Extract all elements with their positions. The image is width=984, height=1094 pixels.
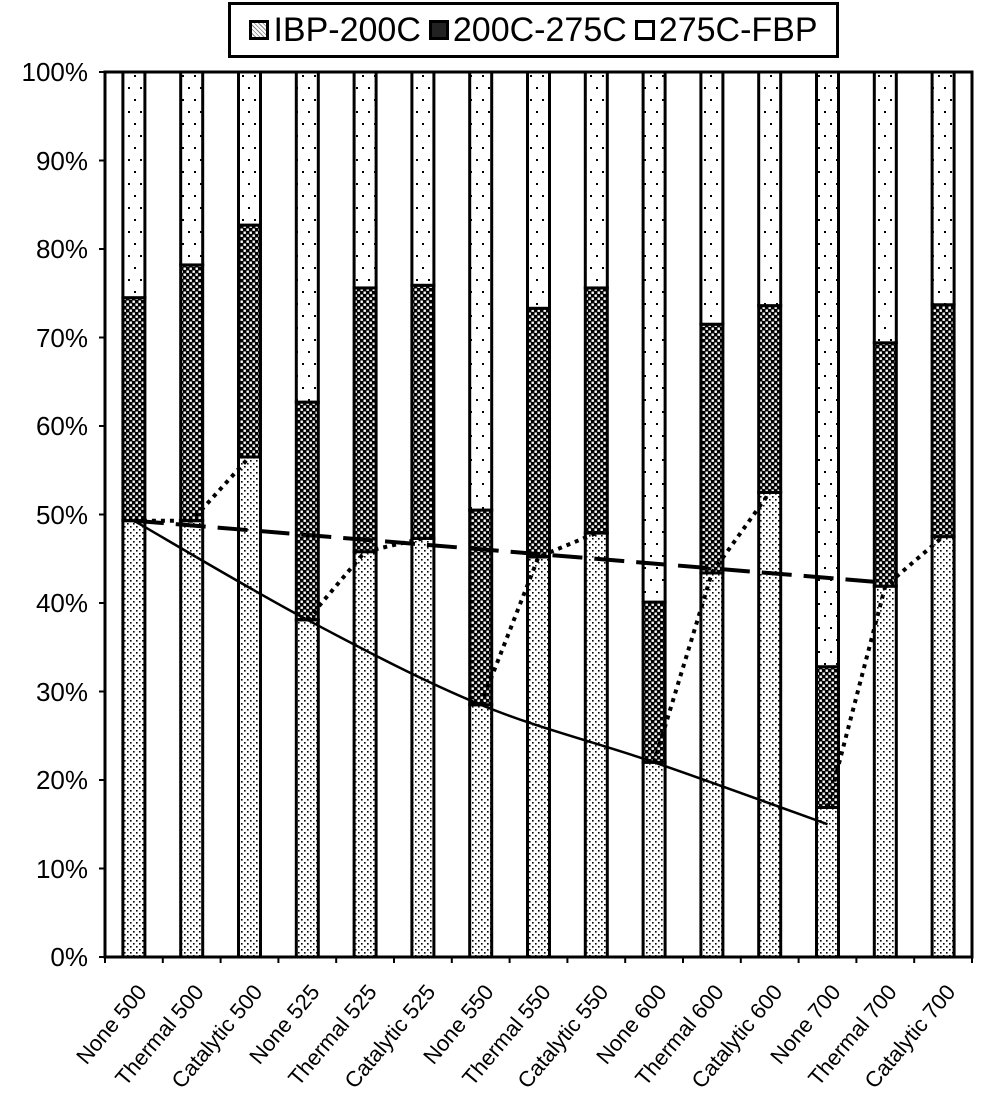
bar-segment <box>179 263 205 523</box>
bar-segment <box>641 600 667 764</box>
dotted-group-line <box>478 531 598 706</box>
axis-ticks <box>99 71 973 963</box>
y-tick-label: 10% <box>35 853 88 884</box>
bar-segment <box>294 400 320 622</box>
bar-segment <box>410 70 436 287</box>
bar-segment <box>294 70 320 404</box>
y-tick-label: 20% <box>35 765 88 795</box>
dotted-group-line <box>825 535 945 808</box>
legend-item-200c-275c: 200C-275C <box>428 10 627 50</box>
y-tick-label: 60% <box>35 411 88 441</box>
bar-segment <box>872 584 898 959</box>
bar-segment <box>468 70 494 512</box>
bar-segment <box>294 618 320 959</box>
bar-segment <box>930 303 956 539</box>
y-tick-label: 90% <box>35 145 88 176</box>
y-tick-label: 100% <box>21 57 89 87</box>
bar-segment <box>699 322 725 575</box>
bar-segment <box>872 70 898 345</box>
bar-segment <box>352 550 378 959</box>
bar-segment <box>179 70 205 267</box>
bar-segment <box>583 286 609 535</box>
y-tick-label: 0% <box>50 942 88 972</box>
swatch-light-dotted-icon <box>249 20 270 40</box>
bar-segment <box>641 760 667 959</box>
legend-label: IBP-200C <box>273 10 421 49</box>
bar-segment <box>237 223 262 459</box>
bar-segment <box>757 490 783 959</box>
bar-segment <box>815 805 840 959</box>
bar-segment <box>526 555 551 959</box>
bar-segment <box>641 70 667 604</box>
bar-segment <box>468 703 494 959</box>
legend-item-275c-fbp: 275C-FBP <box>634 10 818 50</box>
bar-segment <box>815 665 840 809</box>
bar-segment <box>352 286 378 554</box>
bar-segment <box>179 519 205 959</box>
bar-segment <box>930 70 956 307</box>
bar-segment <box>237 70 262 227</box>
y-tick-label: 70% <box>35 322 88 353</box>
legend-item-ibp-200c: IBP-200C <box>249 10 421 50</box>
bar-segment <box>526 306 551 559</box>
overlay-lines-layer <box>133 455 945 826</box>
y-tick-label: 50% <box>35 499 88 530</box>
bar-segment <box>699 571 725 959</box>
legend-label: 200C-275C <box>452 10 627 49</box>
bar-segment <box>468 508 494 707</box>
bar-segment <box>121 70 147 300</box>
bar-segment <box>121 519 147 959</box>
bar-segment <box>872 341 898 588</box>
swatch-dark-checker-icon <box>428 20 449 40</box>
swatch-sparse-dotted-icon <box>634 20 655 40</box>
bar-segment <box>757 70 783 308</box>
bar-segment <box>352 70 378 290</box>
y-tick-label: 80% <box>35 234 88 264</box>
bar-segment <box>237 455 262 959</box>
dotted-group-line <box>305 536 424 622</box>
bars-layer <box>121 70 956 959</box>
y-tick-label: 40% <box>35 588 88 618</box>
bar-segment <box>757 304 783 494</box>
bar-segment <box>526 70 551 310</box>
y-tick-label: 30% <box>35 676 88 707</box>
bar-segment <box>699 70 725 326</box>
legend: IBP-200C 200C-275C 275C-FBP <box>228 2 839 58</box>
bar-segment <box>121 296 147 523</box>
dotted-group-line <box>133 455 251 523</box>
dotted-group-line <box>652 491 772 763</box>
legend-label: 275C-FBP <box>658 10 818 49</box>
bar-segment <box>410 283 436 540</box>
bar-segment <box>930 535 956 959</box>
bar-segment <box>410 536 436 959</box>
bar-segment <box>583 70 609 290</box>
